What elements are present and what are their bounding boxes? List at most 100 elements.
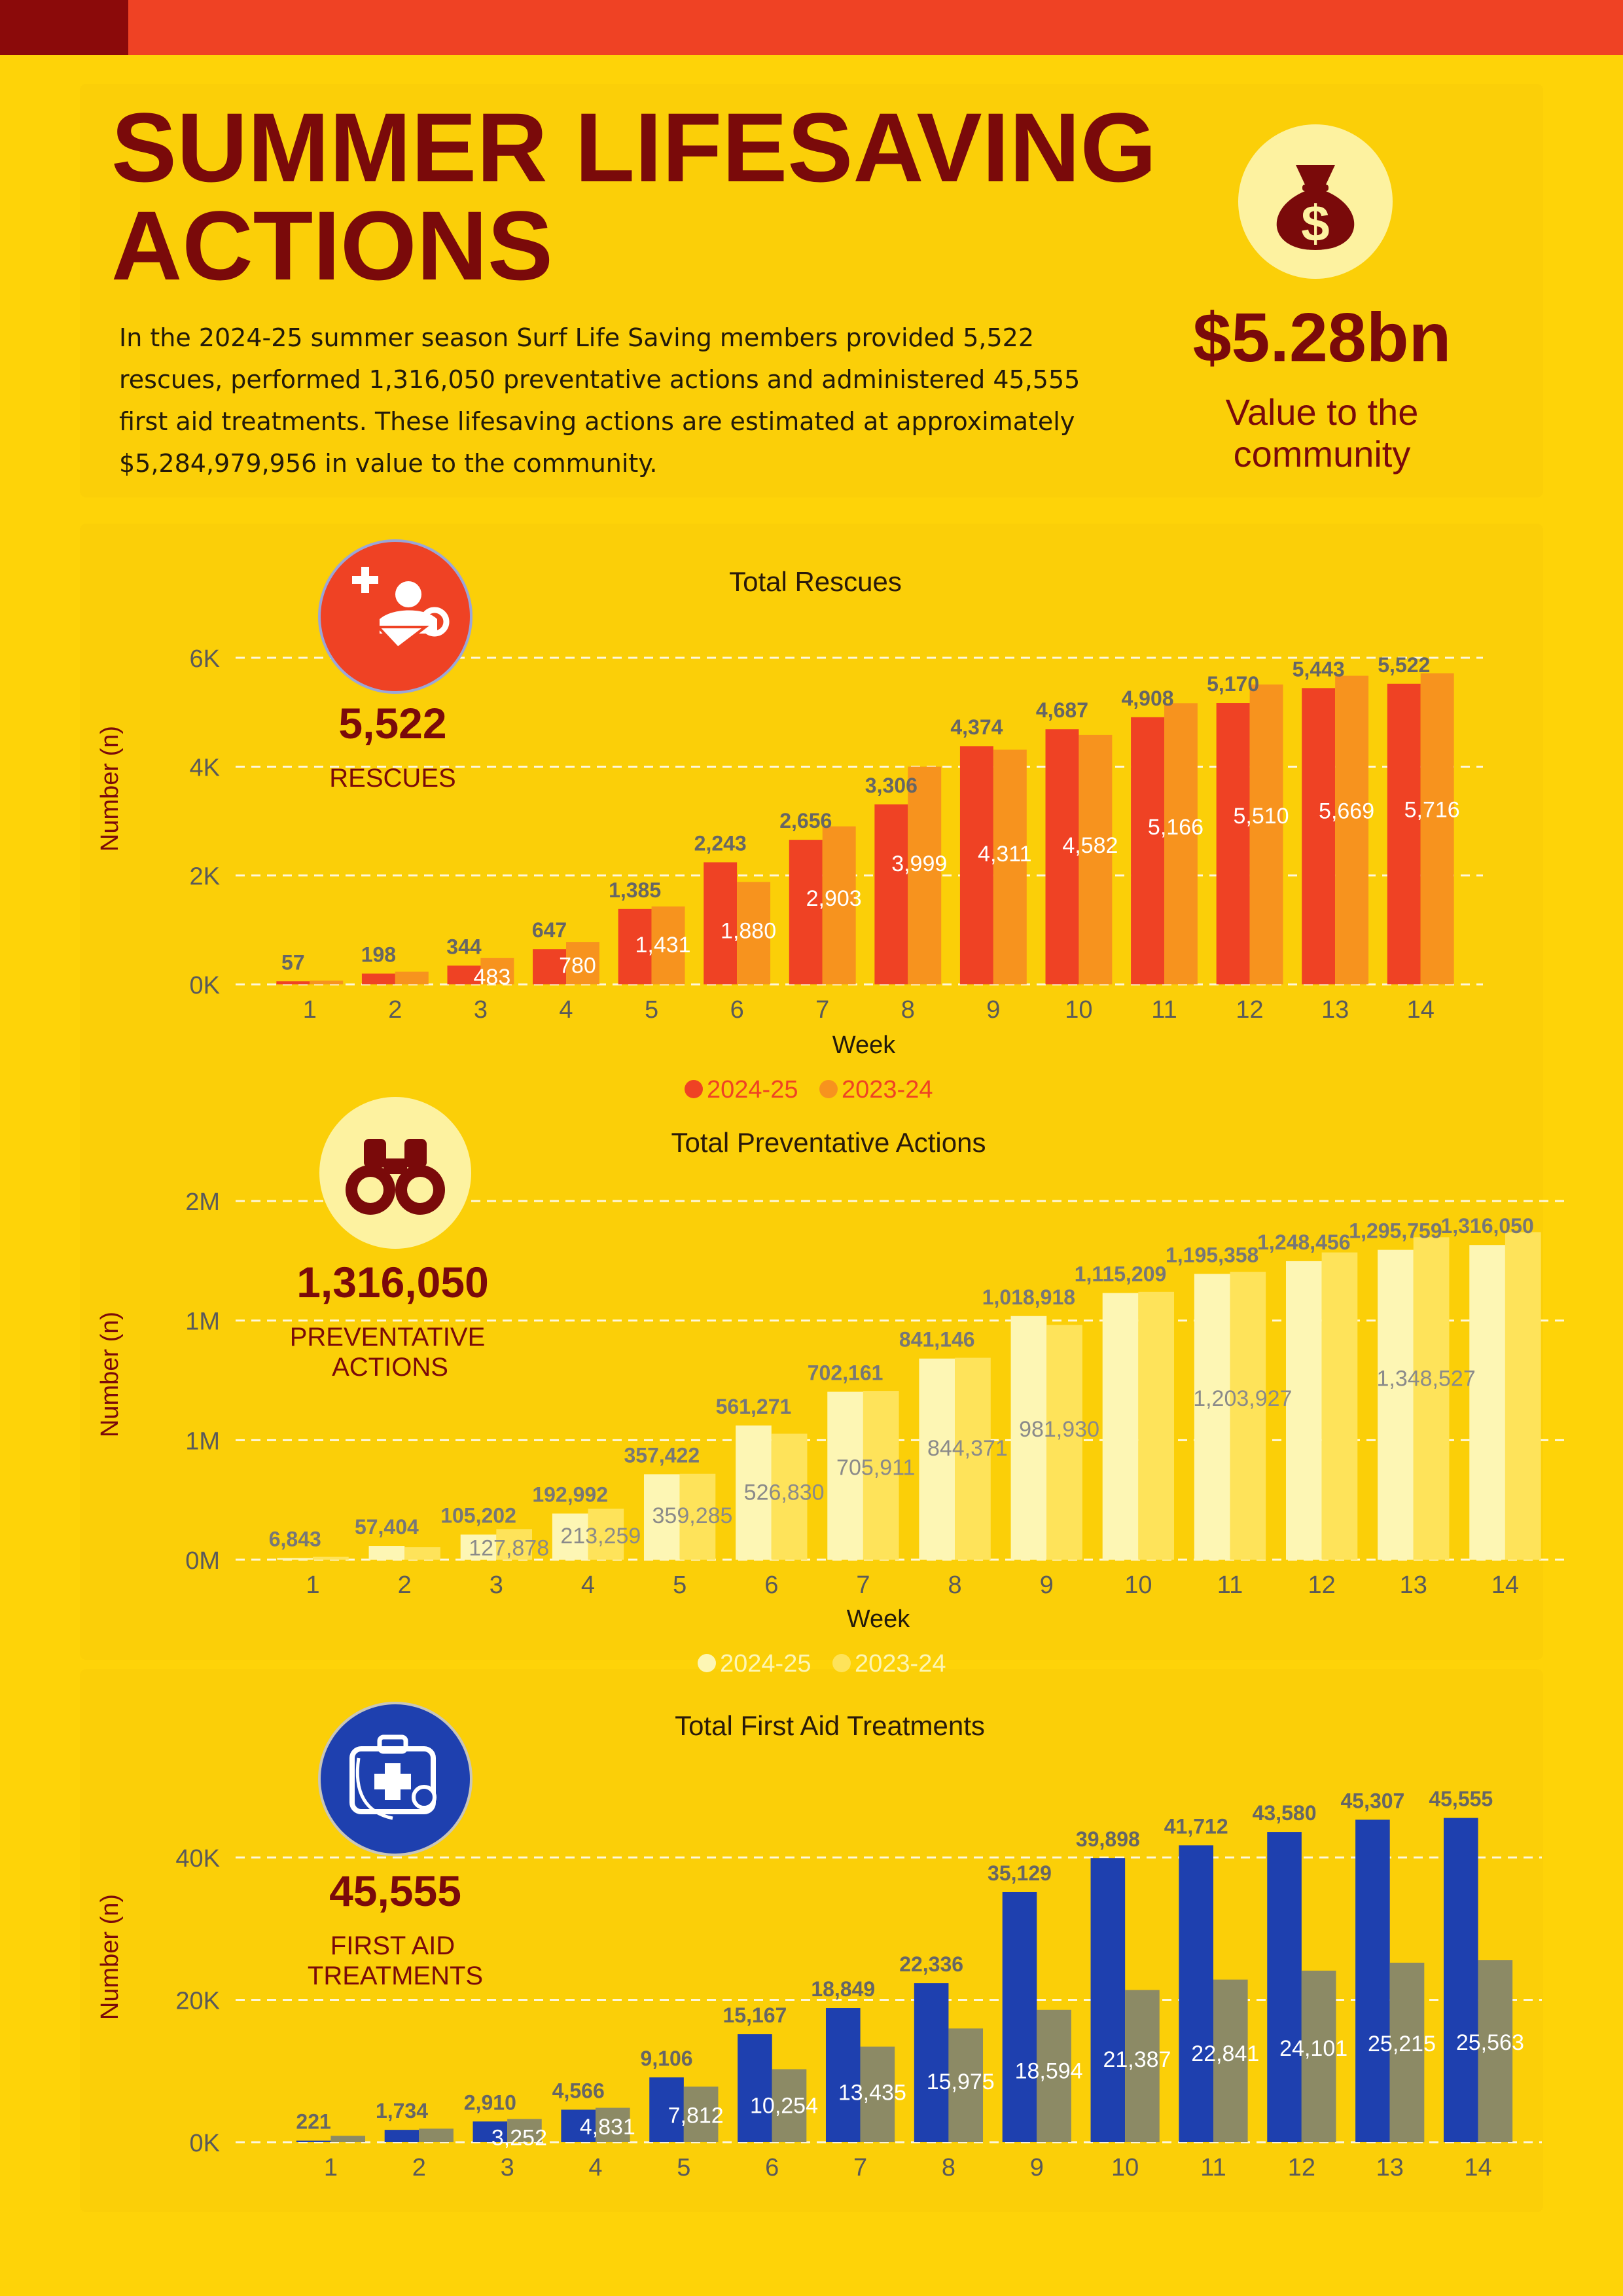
data-label-2023-24: 127,878 (469, 1535, 549, 1560)
data-label-2024-25: 4,687 (1036, 698, 1088, 722)
data-label-2024-25: 841,146 (899, 1328, 975, 1352)
bar-2023-24-week-12 (1301, 1970, 1336, 2142)
data-label-2023-24: 25,563 (1456, 2030, 1524, 2055)
data-label-2023-24: 483 (474, 965, 511, 990)
bar-2024-25-week-1 (276, 981, 310, 984)
x-tick-label: 2 (388, 996, 402, 1024)
bar-2023-24-week-12 (1249, 684, 1283, 984)
bar-2024-25-week-6 (738, 2034, 772, 2142)
bar-2024-25-week-12 (1216, 703, 1250, 984)
x-tick-label: 7 (856, 1571, 870, 1599)
data-label-2024-25: 15,167 (722, 2003, 787, 2027)
data-label-2024-25: 2,656 (779, 809, 832, 833)
rescues-big-number: 5,522 (338, 699, 446, 747)
x-tick-label: 7 (853, 2154, 867, 2181)
bar-2024-25-week-8 (914, 1983, 949, 2142)
bar-2024-25-week-1 (277, 1558, 313, 1560)
bar-2023-24-week-10 (1125, 1990, 1160, 2142)
y-tick-label: 4K (190, 754, 220, 781)
bar-2023-24-week-11 (1230, 1272, 1266, 1560)
bar-2024-25-week-7 (789, 840, 823, 984)
bar-2024-25-week-9 (1002, 1892, 1037, 2142)
bar-2024-25-week-5 (649, 2077, 684, 2142)
data-label-2023-24: 780 (559, 953, 596, 978)
data-label-2024-25: 105,202 (440, 1504, 516, 1528)
bar-2024-25-week-12 (1285, 1261, 1322, 1560)
x-tick-label: 13 (1400, 1571, 1427, 1599)
x-tick-label: 8 (942, 2154, 955, 2181)
x-tick-label: 12 (1236, 996, 1263, 1024)
data-label-2024-25: 1,018,918 (982, 1285, 1075, 1309)
data-label-2024-25: 18,849 (811, 1977, 875, 2001)
data-label-2024-25: 4,908 (1121, 687, 1173, 710)
data-label-2024-25: 1,248,456 (1257, 1230, 1350, 1254)
data-label-2024-25: 43,580 (1253, 1801, 1317, 1825)
x-tick-label: 5 (677, 2154, 690, 2181)
data-label-2023-24: 24,101 (1279, 2036, 1347, 2061)
data-label-2023-24: 3,999 (891, 852, 947, 876)
data-label-2024-25: 45,307 (1340, 1789, 1404, 1812)
data-label-2023-24: 705,911 (836, 1455, 915, 1480)
x-tick-label: 14 (1407, 996, 1435, 1024)
data-label-2024-25: 22,336 (899, 1952, 963, 1976)
data-label-2024-25: 3,306 (865, 774, 918, 797)
bar-2023-24-week-5 (651, 906, 685, 984)
legend-swatch-2023-24 (819, 1080, 838, 1098)
data-label-2024-25: 1,115,209 (1075, 1263, 1167, 1286)
legend-label-2024-25: 2024-25 (720, 1650, 811, 1677)
x-tick-label: 11 (1151, 996, 1177, 1024)
bar-2024-25-week-8 (874, 804, 908, 984)
data-label-2023-24: 22,841 (1191, 2041, 1259, 2066)
x-tick-label: 14 (1491, 1571, 1519, 1599)
legend-label-2023-24: 2023-24 (855, 1650, 946, 1677)
bar-2024-25-week-14 (1443, 1818, 1478, 2142)
x-tick-label: 9 (1030, 2154, 1044, 2181)
x-tick-label: 12 (1308, 1571, 1336, 1599)
first-aid-big-label-line2: TREATMENTS (308, 1962, 483, 1990)
y-tick-label: 0K (190, 2130, 220, 2157)
data-label-2024-25: 1,385 (609, 878, 661, 902)
bar-2024-25-week-5 (618, 908, 652, 984)
bar-2024-25-week-7 (827, 1391, 863, 1560)
bar-2023-24-week-13 (1413, 1237, 1450, 1560)
value-stat-label: Value to the community (1225, 391, 1419, 475)
data-label-2023-24: 526,830 (744, 1480, 825, 1505)
bar-2023-24-week-2 (404, 1547, 440, 1560)
legend-swatch-2024-25 (698, 1654, 716, 1672)
preventative-y-axis-label: Number (n) (96, 1312, 124, 1437)
y-tick-label: 6K (190, 645, 220, 673)
first-aid-big-number: 45,555 (329, 1867, 461, 1915)
bar-2024-25-week-12 (1267, 1832, 1302, 2142)
y-tick-label: 1M (185, 1427, 220, 1455)
data-label-2023-24: 15,975 (927, 2070, 995, 2094)
data-label-2023-24: 213,259 (560, 1524, 641, 1549)
bar-2024-25-week-3 (473, 2121, 508, 2142)
x-tick-label: 2 (398, 1571, 412, 1599)
data-label-2023-24: 21,387 (1103, 2047, 1171, 2072)
bar-2023-24-week-4 (596, 2108, 630, 2142)
data-label-2023-24: 13,435 (838, 2080, 906, 2105)
x-tick-label: 4 (581, 1571, 595, 1599)
bar-2024-25-week-9 (959, 746, 993, 984)
bar-2023-24-week-13 (1335, 675, 1369, 984)
x-tick-label: 8 (948, 1571, 962, 1599)
bar-2024-25-week-4 (552, 1513, 588, 1560)
x-tick-label: 1 (324, 2154, 338, 2181)
bar-2023-24-week-1 (330, 2136, 366, 2142)
bar-2024-25-week-9 (1010, 1316, 1047, 1560)
first-aid-y-ticks: 0K 20K 40K (175, 1845, 220, 2157)
data-label-2023-24: 1,203,927 (1193, 1386, 1292, 1411)
bar-2023-24-week-14 (1478, 1960, 1513, 2142)
bar-2023-24-week-8 (948, 2028, 984, 2142)
data-label-2024-25: 5,443 (1293, 657, 1345, 681)
data-label-2024-25: 4,566 (552, 2079, 605, 2102)
data-label-2023-24: 7,812 (668, 2104, 724, 2128)
first-aid-kit-icon (318, 1702, 473, 1856)
bar-2023-24-week-7 (860, 2046, 895, 2142)
data-label-2024-25: 1,734 (376, 2099, 428, 2123)
data-label-2023-24: 2,903 (806, 886, 862, 911)
